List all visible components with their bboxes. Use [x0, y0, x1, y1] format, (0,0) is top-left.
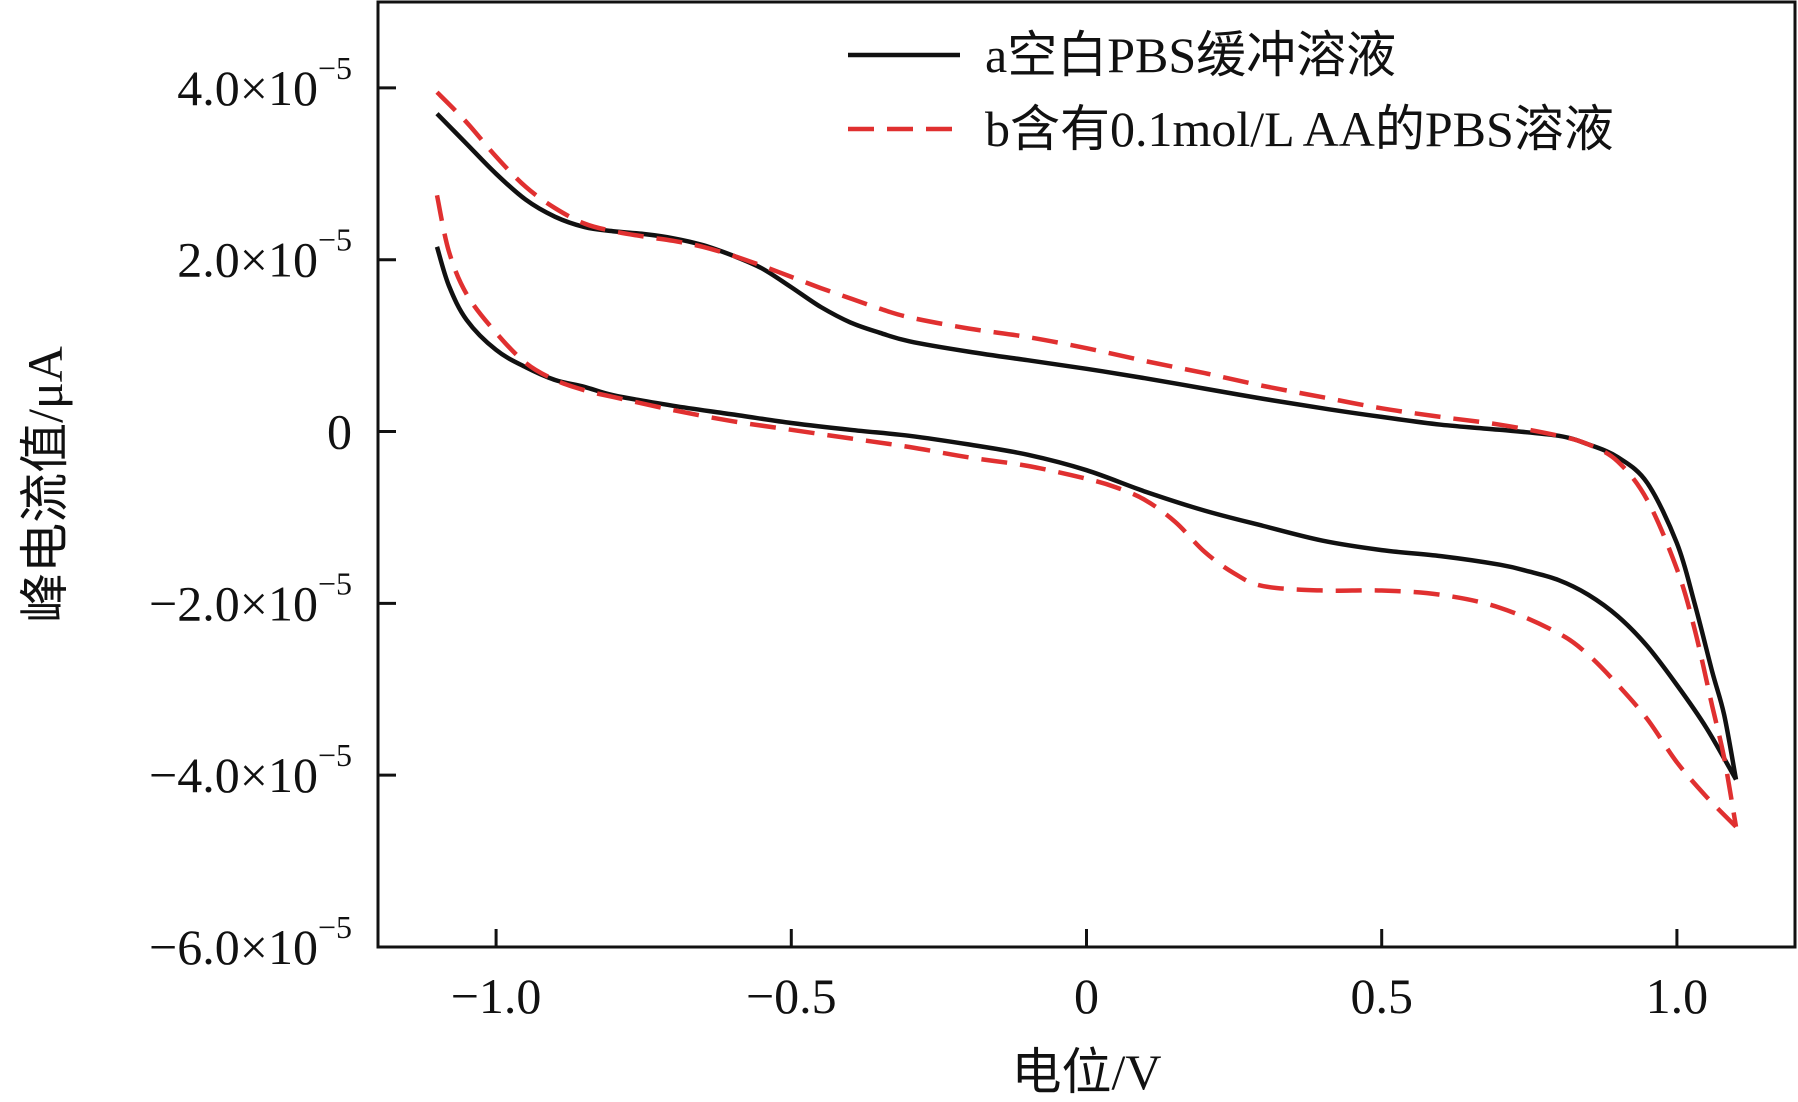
y-tick-exponent: −5	[318, 737, 352, 773]
y-tick-mantissa: 2.0×10	[177, 232, 318, 288]
y-axis-title: 峰电流值/μA	[17, 346, 73, 623]
y-tick-label: 2.0×10−5	[177, 222, 352, 288]
x-tick-label: 1.0	[1646, 968, 1709, 1024]
y-tick-mantissa: −2.0×10	[149, 575, 318, 631]
x-axis-title: 电位/V	[1012, 1044, 1162, 1100]
legend-label-b: b含有0.1mol/L AA的PBS溶液	[985, 101, 1614, 157]
x-tick-label: 0	[1074, 968, 1099, 1024]
y-tick-label: 0	[327, 404, 352, 460]
y-tick-exponent: −5	[318, 50, 352, 86]
y-tick-label: 4.0×10−5	[177, 50, 352, 116]
y-tick-exponent: −5	[318, 222, 352, 258]
series-a-upper-line	[435, 112, 1739, 780]
y-tick-mantissa: −4.0×10	[149, 747, 318, 803]
x-tick-label: −1.0	[451, 968, 542, 1024]
y-tick-label: −2.0×10−5	[149, 565, 352, 631]
series-layer	[434, 90, 1739, 829]
y-tick-label: −6.0×10−5	[149, 909, 352, 975]
series-a-lower-line	[434, 246, 1738, 781]
series-b-lower-line	[434, 194, 1738, 829]
y-tick-mantissa: 0	[327, 404, 352, 460]
y-tick-mantissa: −6.0×10	[149, 919, 318, 975]
x-tick-label: −0.5	[746, 968, 837, 1024]
y-tick-exponent: −5	[318, 909, 352, 945]
legend: a空白PBS缓冲溶液 b含有0.1mol/L AA的PBS溶液	[848, 27, 1614, 157]
y-tick-exponent: −5	[318, 565, 352, 601]
series-b-upper-line	[435, 90, 1739, 828]
axis-ticks: −1.0 −0.5 0 0.5 1.04.0×10−52.0×10−50−2.0×10−…	[149, 50, 1708, 1024]
y-tick-mantissa: 4.0×10	[177, 60, 318, 116]
legend-label-a: a空白PBS缓冲溶液	[985, 27, 1396, 83]
y-tick-label: −4.0×10−5	[149, 737, 352, 803]
x-tick-label: 0.5	[1350, 968, 1413, 1024]
